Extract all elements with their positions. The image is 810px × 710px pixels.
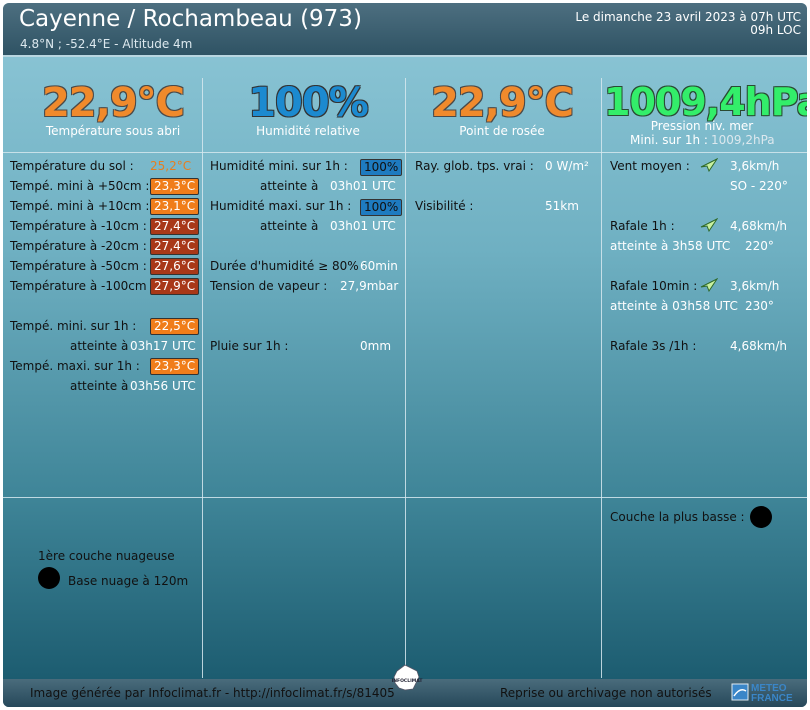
hum-min-1h-at-label: atteinte à (260, 179, 319, 193)
humidity-label: Humidité relative (256, 124, 360, 138)
gust-3s-label: Rafale 3s /1h : (610, 339, 697, 353)
observation-local-time: 09h LOC (750, 23, 801, 37)
footer-credit: Image générée par Infoclimat.fr - http:/… (30, 686, 395, 700)
meteo-france-logo: METEO FRANCE (731, 683, 793, 704)
wind-arrow-icon (700, 218, 718, 232)
temp-max-1h-value: 23,3°C (150, 358, 200, 375)
temp-minus50cm-value: 27,6°C (150, 258, 200, 275)
gust-10min-value: 3,6km/h (730, 279, 780, 293)
vapor-pressure-label: Tension de vapeur : (210, 279, 328, 293)
temperature-label: Température sous abri (45, 124, 181, 138)
gust-1h-time: atteinte à 3h58 UTC (610, 239, 731, 253)
svg-text:FRANCE: FRANCE (751, 693, 793, 704)
temp-min-50cm-value: 23,3°C (150, 178, 200, 195)
station-panel: Cayenne / Rochambeau (973) 4.8°N ; -52.4… (3, 3, 807, 707)
wind-mean-label: Vent moyen : (610, 159, 690, 173)
pressure-min-label: Mini. sur 1h : (630, 133, 708, 147)
radiation-label: Ray. glob. tps. vrai : (415, 159, 534, 173)
column-divider (405, 78, 406, 678)
column-divider (601, 78, 602, 678)
temp-min-1h-at-value: 03h17 UTC (130, 339, 196, 353)
hum-min-1h-at-value: 03h01 UTC (330, 179, 396, 193)
row-divider (3, 152, 807, 153)
temp-minus100cm-value: 27,9°C (150, 278, 200, 295)
rain-1h-label: Pluie sur 1h : (210, 339, 289, 353)
temp-min-10cm-value: 23,1°C (150, 198, 200, 215)
wind-mean-direction: SO - 220° (730, 179, 788, 193)
footer-rights: Reprise ou archivage non autorisés (500, 686, 712, 700)
lowest-layer-label: Couche la plus basse : (610, 510, 745, 524)
svg-text:METEO: METEO (751, 683, 787, 694)
dewpoint-value: 22,9°C (430, 80, 574, 126)
gust-10min-direction: 230° (745, 299, 774, 313)
visibility-label: Visibilité : (415, 199, 474, 213)
hum-max-1h-label: Humidité maxi. sur 1h : (210, 199, 352, 213)
temp-min-1h-at-label: atteinte à (70, 339, 129, 353)
wind-mean-value: 3,6km/h (730, 159, 780, 173)
vapor-pressure-value: 27,9mbar (340, 279, 399, 293)
temp-minus20cm-value: 27,4°C (150, 238, 200, 255)
gust-1h-label: Rafale 1h : (610, 219, 675, 233)
observation-date: Le dimanche 23 avril 2023 à 07h UTC (575, 10, 801, 24)
cloud-cover-icon (38, 567, 60, 589)
temp-minus20cm-label: Température à -20cm : (10, 239, 147, 253)
cloud-layer-title: 1ère couche nuageuse (38, 549, 175, 563)
temp-minus10cm-value: 27,4°C (150, 218, 200, 235)
hum-min-1h-value: 100% (360, 159, 403, 176)
temperature-value: 22,9°C (41, 80, 185, 126)
station-coords: 4.8°N ; -52.4°E - Altitude 4m (20, 37, 193, 51)
cloud-cover-icon (750, 506, 772, 528)
header: Cayenne / Rochambeau (973) 4.8°N ; -52.4… (3, 3, 807, 57)
temp-minus10cm-label: Température à -10cm : (10, 219, 147, 233)
temp-min-10cm-label: Tempé. mini à +10cm : (10, 199, 150, 213)
dewpoint-label: Point de rosée (459, 124, 545, 138)
temp-min-50cm-label: Tempé. mini à +50cm : (10, 179, 150, 193)
wind-arrow-icon (700, 158, 718, 172)
gust-1h-value: 4,68km/h (730, 219, 788, 233)
rain-1h-value: 0mm (360, 339, 392, 353)
france-map-icon: INFOCLIMAT (392, 664, 424, 691)
humidity-duration-label: Durée d'humidité ≥ 80% : (210, 259, 367, 273)
svg-text:INFOCLIMAT: INFOCLIMAT (392, 678, 424, 684)
humidity-duration-value: 60min (360, 259, 398, 273)
column-divider (202, 78, 203, 678)
temp-max-1h-at-label: atteinte à (70, 379, 129, 393)
wind-arrow-icon (700, 278, 718, 292)
humidity-value: 100% (248, 80, 369, 126)
row-divider (3, 497, 807, 498)
pressure-label: Pression niv. mer (650, 119, 754, 133)
hum-max-1h-value: 100% (360, 199, 403, 216)
soil-temp-value: 25,2°C (150, 159, 192, 173)
temp-minus100cm-label: Température à -100cm : (10, 279, 155, 293)
temp-min-1h-value: 22,5°C (150, 318, 200, 335)
temp-max-1h-label: Tempé. maxi. sur 1h : (10, 359, 140, 373)
temp-minus50cm-label: Température à -50cm : (10, 259, 147, 273)
cloud-base-label: Base nuage à 120m (68, 574, 189, 588)
station-title: Cayenne / Rochambeau (973) (19, 6, 362, 32)
hum-max-1h-at-value: 03h01 UTC (330, 219, 396, 233)
hum-max-1h-at-label: atteinte à (260, 219, 319, 233)
gust-10min-time: atteinte à 03h58 UTC (610, 299, 738, 313)
soil-temp-label: Température du sol : (10, 159, 134, 173)
hum-min-1h-label: Humidité mini. sur 1h : (210, 159, 348, 173)
pressure-min-value: 1009,2hPa (711, 133, 775, 147)
temp-max-1h-at-value: 03h56 UTC (130, 379, 196, 393)
temp-min-1h-label: Tempé. mini. sur 1h : (10, 319, 137, 333)
gust-10min-label: Rafale 10min : (610, 279, 698, 293)
gust-1h-direction: 220° (745, 239, 774, 253)
visibility-value: 51km (545, 199, 579, 213)
pressure-value: 1009,4hPa (604, 80, 807, 124)
gust-3s-value: 4,68km/h (730, 339, 788, 353)
radiation-value: 0 W/m² (545, 159, 589, 173)
